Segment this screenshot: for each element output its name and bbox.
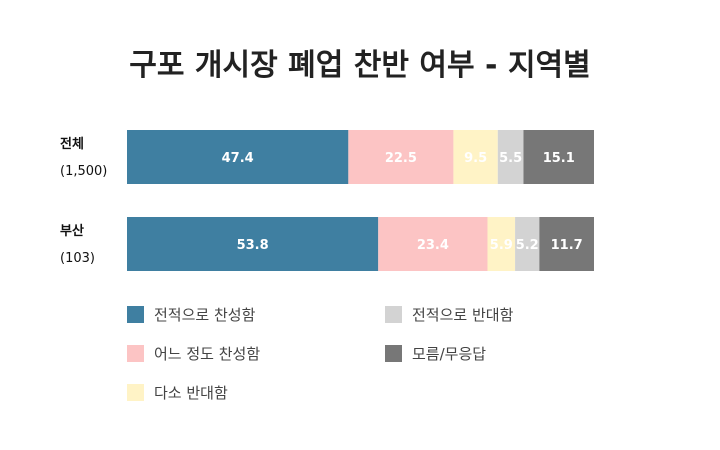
bar-segment	[348, 130, 454, 184]
legend-swatch	[127, 306, 144, 323]
bar-segment	[127, 217, 379, 271]
data-label: 23.4	[417, 238, 449, 253]
bar-row: 전체 (1,500) 47.4 22.5 9.5 5.5 15.1	[60, 130, 594, 184]
data-label: 5.9	[490, 238, 513, 253]
row-sample-size: (103)	[60, 251, 95, 266]
legend-item: 전적으로 반대함	[385, 306, 514, 324]
bar-segment	[539, 217, 594, 271]
legend-label: 모름/무응답	[412, 345, 486, 363]
data-label: 47.4	[222, 151, 254, 166]
data-label: 53.8	[237, 238, 269, 253]
bar-segment	[523, 130, 594, 184]
data-label: 9.5	[464, 151, 487, 166]
legend-swatch	[127, 384, 144, 401]
bar-segment	[378, 217, 488, 271]
data-label: 22.5	[385, 151, 417, 166]
legend-swatch	[385, 306, 402, 323]
row-sample-size: (1,500)	[60, 164, 107, 179]
data-label: 5.2	[516, 238, 539, 253]
bar-segment	[453, 130, 498, 184]
legend-item: 다소 반대함	[127, 384, 228, 402]
data-label: 15.1	[543, 151, 575, 166]
bar-segment	[515, 217, 540, 271]
chart-title: 구포 개시장 폐업 찬반 여부 - 지역별	[129, 48, 591, 83]
legend-label: 어느 정도 찬성함	[154, 345, 260, 363]
bar-segment	[127, 130, 349, 184]
legend-swatch	[385, 345, 402, 362]
legend-swatch	[127, 345, 144, 362]
legend-item: 어느 정도 찬성함	[127, 345, 260, 363]
legend-item: 전적으로 찬성함	[127, 306, 256, 324]
bar-segment	[487, 217, 516, 271]
bar-rows: 전체 (1,500) 47.4 22.5 9.5 5.5 15.1 부산 (103) 53.8 23…	[60, 130, 594, 271]
legend-label: 전적으로 찬성함	[154, 306, 256, 324]
bar-row: 부산 (103) 53.8 23.4 5.9 5.2 11.7	[60, 217, 594, 271]
row-label: 전체	[60, 136, 84, 152]
data-label: 11.7	[551, 238, 583, 253]
bar-segment	[497, 130, 524, 184]
data-label: 5.5	[499, 151, 522, 166]
legend-item: 모름/무응답	[385, 345, 486, 363]
legend-label: 전적으로 반대함	[412, 306, 514, 324]
legend-label: 다소 반대함	[154, 384, 228, 402]
row-label: 부산	[60, 223, 84, 239]
